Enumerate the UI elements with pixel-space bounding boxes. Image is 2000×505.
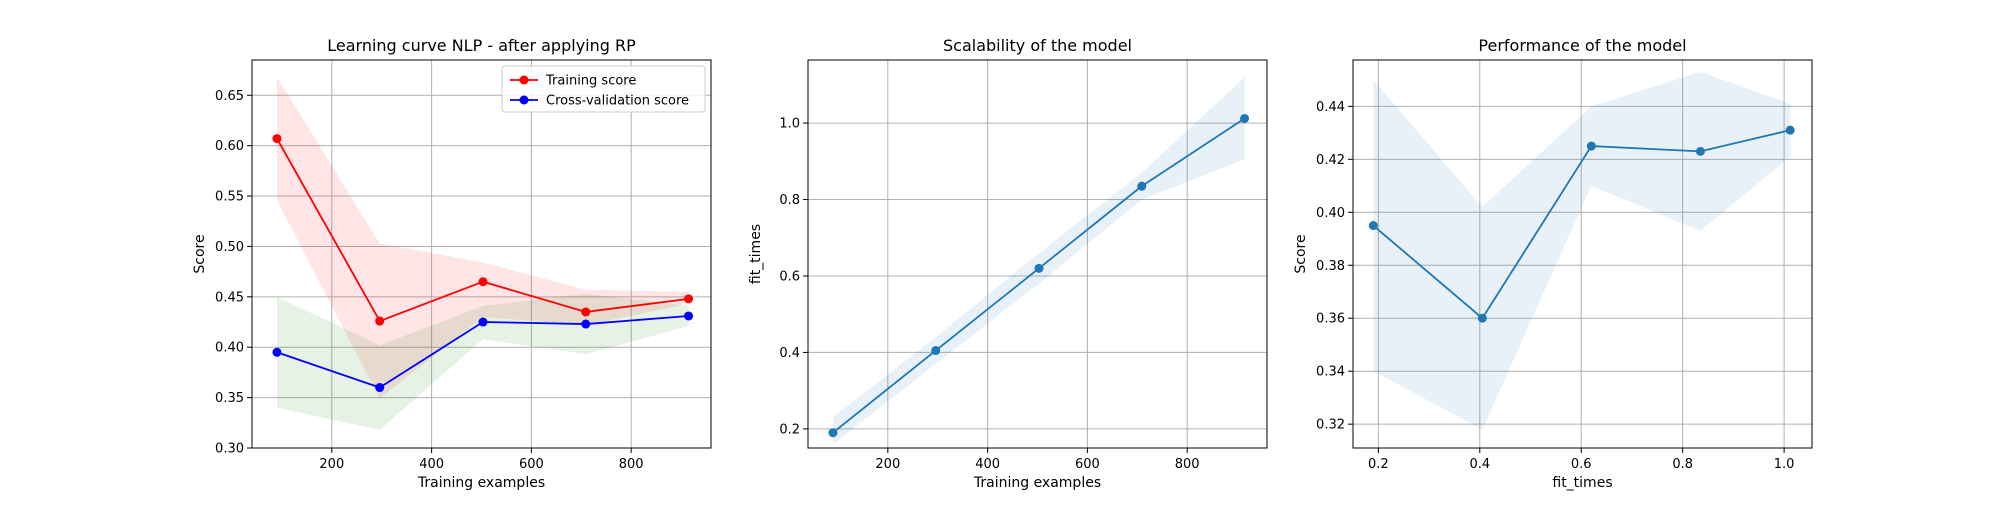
chart-panel-3: 0.2 0.4 0.6 0.8 1.0 0.32 0.34 0.36 0.38 0.40 0.42 0… bbox=[1293, 36, 1813, 491]
data-point bbox=[1785, 125, 1795, 135]
y-tick-label: 0.60 bbox=[215, 139, 244, 154]
data-point bbox=[1368, 221, 1378, 231]
data-point bbox=[684, 311, 694, 321]
data-point bbox=[581, 319, 591, 329]
data-point bbox=[478, 277, 488, 287]
confidence-band-1 bbox=[1373, 71, 1791, 430]
data-point bbox=[272, 347, 282, 357]
legend-label: Training score bbox=[545, 74, 636, 89]
data-point bbox=[581, 307, 591, 317]
data-point bbox=[375, 383, 385, 393]
confidence-band-1 bbox=[832, 77, 1245, 445]
y-tick-label: 0.34 bbox=[1316, 365, 1345, 380]
y-tick-label: 0.40 bbox=[1316, 206, 1345, 221]
chart-title: Learning curve NLP - after applying RP bbox=[327, 36, 636, 55]
x-tick-label: 0.4 bbox=[1469, 457, 1490, 472]
plot-frame bbox=[807, 59, 1268, 449]
data-point bbox=[931, 346, 941, 356]
x-tick-label: 200 bbox=[319, 457, 344, 472]
x-tick-label: 600 bbox=[1075, 457, 1100, 472]
y-tick-label: 0.44 bbox=[1316, 100, 1345, 115]
data-point bbox=[684, 294, 694, 304]
data-point bbox=[1477, 313, 1487, 323]
x-tick-label: 400 bbox=[975, 457, 1000, 472]
y-tick-label: 0.45 bbox=[215, 290, 244, 305]
x-tick-label: 0.6 bbox=[1571, 457, 1592, 472]
legend-marker bbox=[519, 75, 529, 85]
legend-label: Cross-validation score bbox=[546, 94, 689, 109]
data-point bbox=[1034, 263, 1044, 273]
chart-panel-2: 200 400 600 800 0.2 0.4 0.6 0.8 1.0 Scalability o… bbox=[748, 36, 1268, 491]
x-tick-label: 1.0 bbox=[1774, 457, 1795, 472]
chart-title: Performance of the model bbox=[1478, 36, 1686, 55]
data-point bbox=[1240, 113, 1250, 123]
y-tick-label: 0.38 bbox=[1316, 259, 1345, 274]
x-tick-label: 800 bbox=[619, 457, 644, 472]
plot-frame bbox=[251, 59, 712, 449]
y-tick-label: 0.42 bbox=[1316, 153, 1345, 168]
y-axis-label: Score bbox=[192, 234, 208, 273]
x-tick-label: 400 bbox=[419, 457, 444, 472]
y-tick-label: 0.30 bbox=[215, 442, 244, 457]
x-axis-label: fit_times bbox=[1552, 475, 1612, 491]
plot-frame bbox=[1352, 59, 1813, 449]
y-tick-label: 0.4 bbox=[779, 346, 800, 361]
x-tick-label: 200 bbox=[875, 457, 900, 472]
chart-title: Scalability of the model bbox=[943, 36, 1132, 55]
data-point bbox=[1586, 141, 1596, 151]
x-tick-label: 600 bbox=[519, 457, 544, 472]
data-point bbox=[1137, 181, 1147, 191]
legend: Training score Cross-validation score bbox=[501, 65, 706, 113]
chart-panel-1: 200 400 600 800 0.30 0.35 0.40 0.45 0.50 0.55 0.60… bbox=[192, 36, 712, 491]
y-axis-label: Score bbox=[1293, 234, 1309, 273]
y-tick-label: 0.65 bbox=[215, 89, 244, 104]
data-point bbox=[375, 316, 385, 326]
y-tick-label: 0.6 bbox=[779, 269, 800, 284]
legend-marker bbox=[519, 95, 529, 105]
data-point bbox=[272, 134, 282, 144]
x-tick-label: 800 bbox=[1175, 457, 1200, 472]
y-tick-label: 0.36 bbox=[1316, 312, 1345, 327]
y-tick-label: 0.8 bbox=[779, 193, 800, 208]
x-axis-label: Training examples bbox=[973, 475, 1101, 491]
x-axis-label: Training examples bbox=[417, 475, 545, 491]
x-tick-label: 0.2 bbox=[1368, 457, 1389, 472]
y-axis-label: fit_times bbox=[748, 224, 764, 284]
y-tick-label: 0.32 bbox=[1316, 418, 1345, 433]
y-tick-label: 0.55 bbox=[215, 190, 244, 205]
y-tick-label: 0.35 bbox=[215, 391, 244, 406]
y-tick-label: 0.40 bbox=[215, 341, 244, 356]
y-tick-label: 0.50 bbox=[215, 240, 244, 255]
legend-box bbox=[501, 65, 706, 113]
y-tick-label: 0.2 bbox=[779, 422, 800, 437]
y-tick-label: 1.0 bbox=[779, 117, 800, 132]
x-tick-label: 0.8 bbox=[1672, 457, 1693, 472]
data-point bbox=[1695, 146, 1705, 156]
data-point bbox=[828, 428, 838, 438]
data-point bbox=[478, 317, 488, 327]
